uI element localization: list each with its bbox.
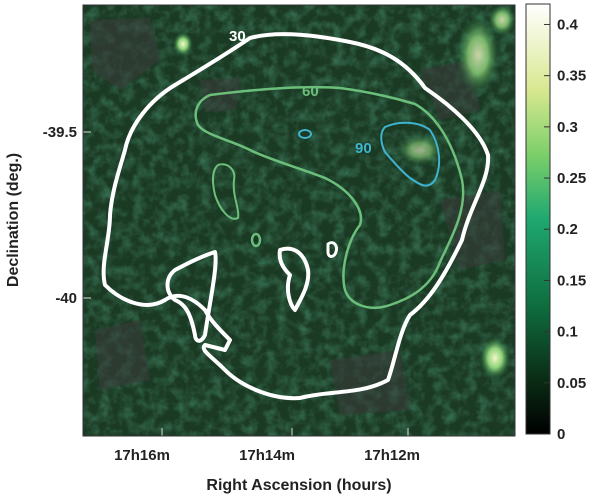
- contour-30: [101, 32, 491, 401]
- colorbar-ticks: 0 0.05 0.1 0.15 0.2 0.25 0.3 0.35 0.4: [544, 16, 586, 443]
- inner-ticks: [83, 131, 409, 436]
- contour-30-hole-center: [277, 246, 311, 312]
- y-axis-title: Declination (deg.): [5, 153, 22, 287]
- y-tick-label: -40: [55, 290, 77, 307]
- x-tick-label: 17h16m: [114, 447, 170, 464]
- plot-frame: [82, 4, 516, 437]
- colorbar-tick-label: 0.1: [557, 324, 578, 341]
- colorbar-tick-label: 0.4: [557, 16, 579, 33]
- x-tick-label: 17h14m: [239, 447, 295, 464]
- contour-label-60: 60: [302, 83, 319, 100]
- colorbar-gradient: [525, 3, 551, 435]
- contour-90-main: [380, 121, 441, 187]
- low-signal-patches: [90, 18, 505, 415]
- colorbar-tick-label: 0.2: [557, 221, 578, 238]
- x-axis-title: Right Ascension (hours): [206, 477, 391, 494]
- y-tick-label: -39.5: [43, 124, 77, 141]
- contour-60-blob: [250, 232, 262, 248]
- colorbar-tick-label: 0.05: [557, 375, 586, 392]
- contour-30-hole-left: [165, 250, 218, 343]
- colorbar: 0 0.05 0.1 0.15 0.2 0.25 0.3 0.35 0.4: [525, 3, 586, 443]
- contour-label-30: 30: [229, 28, 246, 45]
- contour-60: [194, 85, 465, 309]
- colorbar-tick-label: 0: [557, 426, 565, 443]
- contour-60-inner: [212, 163, 240, 220]
- contour-60-outer: [194, 85, 465, 309]
- contour-30-outer: [101, 32, 491, 401]
- contour-label-90: 90: [355, 140, 372, 157]
- colorbar-tick-label: 0.25: [557, 170, 586, 187]
- colorbar-tick-label: 0.15: [557, 272, 586, 289]
- bright-sources: [173, 5, 515, 380]
- heatmap-panel: 30 60 90: [83, 5, 515, 436]
- x-tick-label: 17h12m: [364, 447, 420, 464]
- contour-90: [298, 121, 441, 187]
- contour-90-small: [298, 129, 312, 139]
- colorbar-tick-label: 0.3: [557, 119, 578, 136]
- colorbar-tick-label: 0.35: [557, 68, 586, 85]
- contour-30-hole-small: [326, 241, 338, 258]
